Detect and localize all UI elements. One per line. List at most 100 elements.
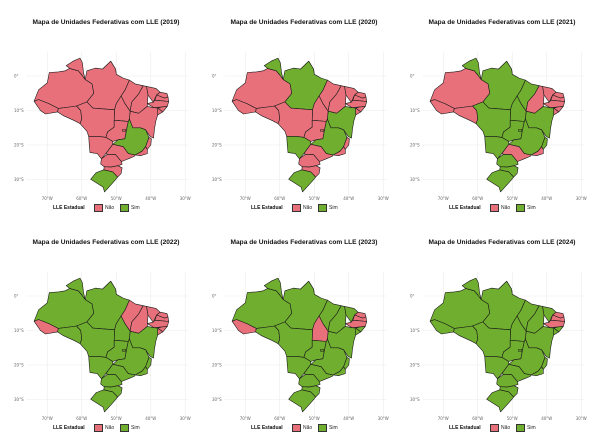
lat-tick-label: 20°S [14,143,24,148]
state-df [122,129,126,132]
lat-tick-label: 10°S [14,108,24,113]
lon-tick-label: 50°W [309,196,320,201]
legend-label-nao: Não [501,205,511,211]
state-pb [352,94,367,102]
legend-label-sim: Sim [131,205,140,211]
lat-tick-label: 30°S [14,397,24,402]
state-rr [461,277,482,300]
state-rs [90,389,118,413]
state-rj [530,146,544,156]
lon-tick-label: 60°W [274,196,285,201]
state-df [518,129,522,132]
lat-tick-label: 0° [410,294,415,299]
state-rr [65,57,86,80]
legend-key-sim [516,204,525,212]
state-rr [461,57,482,80]
legend-label-nao: Não [105,205,115,211]
legend-key-nao [292,204,301,212]
lat-tick-label: 10°S [212,328,222,333]
state-rr [263,277,284,300]
state-sp [501,364,532,382]
legend-title: LLE Estadual [449,205,481,211]
state-pr [496,154,519,168]
legend: LLE Estadual Não Sim [404,203,600,215]
legend-title: LLE Estadual [53,425,85,431]
legend: LLE Estadual Não Sim [404,423,600,435]
state-pb [154,314,169,322]
lon-tick-label: 30°W [576,196,587,201]
legend-label-nao: Não [501,425,511,431]
legend-key-nao [490,424,499,432]
panel-title: Mapa de Unidades Federativas com LLE (20… [428,19,576,26]
state-sp [105,364,136,382]
legend-key-nao [94,204,103,212]
state-pr [496,374,519,388]
legend: LLE Estadual Não Sim [8,203,204,215]
state-ro [453,105,479,124]
legend-key-nao [292,424,301,432]
lat-tick-label: 0° [14,74,19,79]
lon-tick-label: 40°W [145,416,156,421]
lon-tick-label: 60°W [76,416,87,421]
legend-key-sim [318,424,327,432]
legend-title: LLE Estadual [251,205,283,211]
lat-tick-label: 0° [14,294,19,299]
legend-title: LLE Estadual [449,425,481,431]
panel-title: Mapa de Unidades Federativas com LLE (20… [32,239,180,246]
lon-tick-label: 40°W [343,416,354,421]
lat-tick-label: 30°S [410,397,420,402]
brazil-map: 0° 10°S 20°S 30°S 70°W 60°W 50°W 40°W 30°W [410,271,587,421]
state-pb [550,94,565,102]
lon-tick-label: 40°W [343,196,354,201]
state-rj [530,366,544,376]
state-pr [100,374,123,388]
lon-tick-label: 30°W [180,416,191,421]
state-rs [486,169,514,193]
lat-tick-label: 0° [212,74,217,79]
legend: LLE Estadual Não Sim [206,203,402,215]
state-ro [57,105,83,124]
panel-title: Mapa de Unidades Federativas com LLE (20… [230,19,378,26]
brazil-map: 0° 10°S 20°S 30°S 70°W 60°W 50°W 40°W 30°W [14,271,191,421]
map-panel: Mapa de Unidades Federativas com LLE (20… [8,12,204,212]
state-rj [134,366,148,376]
legend: LLE Estadual Não Sim [206,423,402,435]
state-pr [100,154,123,168]
legend-label-nao: Não [303,205,313,211]
state-rj [134,146,148,156]
map-panel: Mapa de Unidades Federativas com LLE (20… [206,232,402,432]
lat-tick-label: 10°S [212,108,222,113]
lon-tick-label: 70°W [42,416,53,421]
state-pr [298,154,321,168]
lat-tick-label: 30°S [410,177,420,182]
state-df [122,349,126,352]
state-rs [288,169,316,193]
state-df [320,349,324,352]
legend-key-sim [120,204,129,212]
lat-tick-label: 30°S [14,177,24,182]
lon-tick-label: 70°W [42,196,53,201]
legend-label-sim: Sim [527,205,536,211]
lat-tick-label: 10°S [14,328,24,333]
state-rs [90,169,118,193]
lat-tick-label: 20°S [410,143,420,148]
brazil-map: 0° 10°S 20°S 30°S 70°W 60°W 50°W 40°W 30°W [212,51,389,201]
lon-tick-label: 70°W [438,416,449,421]
brazil-map: 0° 10°S 20°S 30°S 70°W 60°W 50°W 40°W 30°W [410,51,587,201]
panel-title: Mapa de Unidades Federativas com LLE (20… [230,239,378,246]
panel-title: Mapa de Unidades Federativas com LLE (20… [32,19,180,26]
lat-tick-label: 0° [212,294,217,299]
legend-label-nao: Não [303,425,313,431]
legend-key-nao [94,424,103,432]
lon-tick-label: 40°W [541,416,552,421]
lon-tick-label: 60°W [76,196,87,201]
state-pr [298,374,321,388]
state-rs [288,389,316,413]
state-rj [332,366,346,376]
lon-tick-label: 50°W [507,196,518,201]
lon-tick-label: 30°W [378,196,389,201]
lat-tick-label: 20°S [410,363,420,368]
lon-tick-label: 70°W [438,196,449,201]
brazil-map: 0° 10°S 20°S 30°S 70°W 60°W 50°W 40°W 30°W [212,271,389,421]
legend-key-sim [120,424,129,432]
